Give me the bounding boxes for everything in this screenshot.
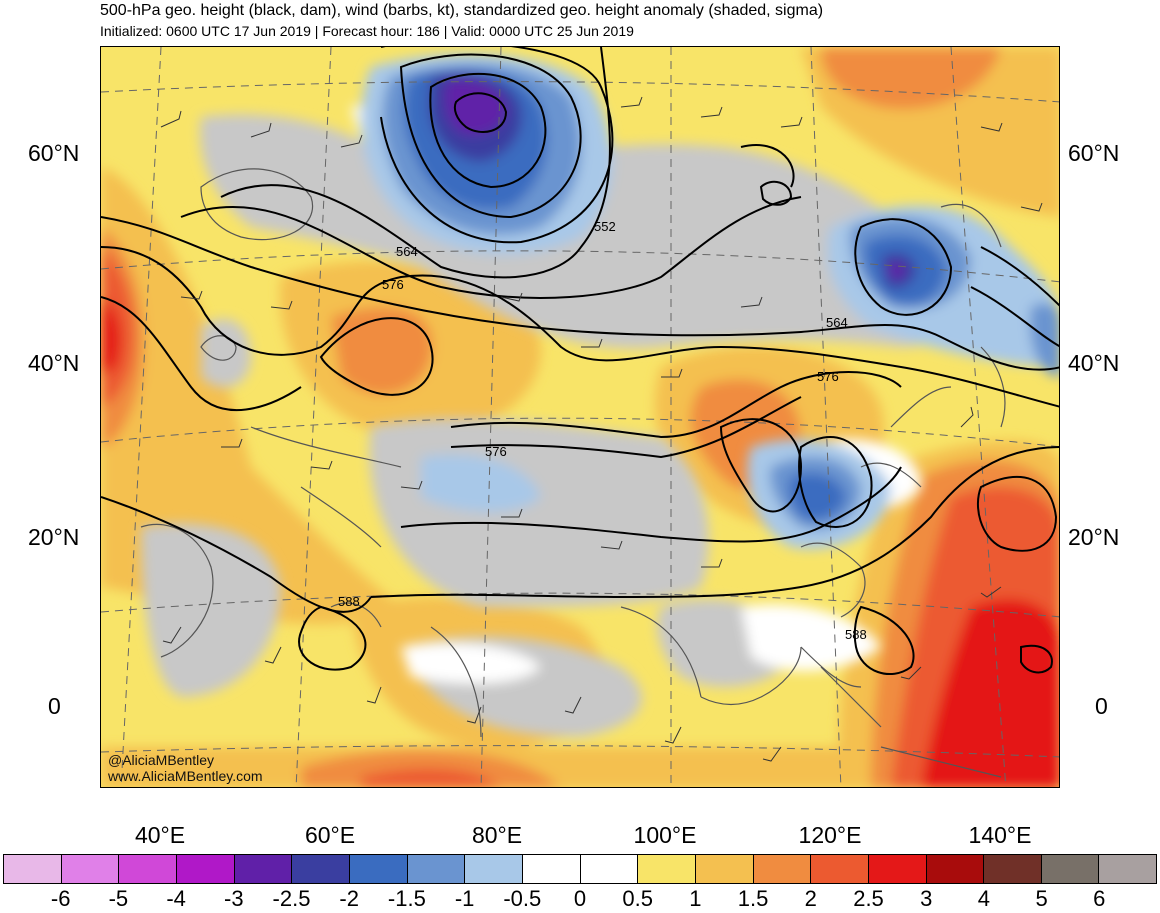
map-title: 500-hPa geo. height (black, dam), wind (…	[100, 2, 824, 19]
colorbar-swatch	[580, 855, 639, 883]
colorbar-swatch	[465, 855, 523, 883]
lon-label: 100°E	[633, 822, 697, 848]
colorbar-swatch	[176, 855, 235, 883]
contour-label: 576	[382, 277, 404, 292]
colorbar-swatch	[926, 855, 985, 883]
contour-label: 564	[826, 315, 848, 330]
height-contours	[101, 47, 1059, 676]
colorbar-tick-label: -0.5	[503, 886, 542, 911]
map-subtitle: Initialized: 0600 UTC 17 Jun 2019 | Fore…	[100, 23, 634, 39]
colorbar-swatch	[811, 855, 869, 883]
colorbar-tick-label: -6	[50, 886, 71, 911]
lon-label: 40°E	[134, 822, 186, 848]
lon-label: 120°E	[798, 822, 862, 848]
contour-label: 588	[845, 627, 867, 642]
colorbar-swatch	[868, 855, 927, 883]
lat-label-left: 20°N	[28, 524, 80, 550]
contour-label: 588	[338, 594, 360, 609]
colorbar-tick-label: 6	[1093, 886, 1106, 911]
colorbar-tick-label: 4	[977, 886, 991, 911]
colorbar-swatch	[1099, 855, 1157, 883]
graticule	[101, 47, 1059, 787]
colorbar-swatch	[753, 855, 812, 883]
lon-label: 80°E	[471, 822, 523, 848]
contour-label: 564	[396, 244, 418, 259]
lat-label-left: 0	[48, 693, 61, 719]
colorbar-tick-label: 1	[689, 886, 702, 911]
lon-label: 60°E	[304, 822, 356, 848]
colorbar-tick-label: -1.5	[387, 886, 426, 911]
lat-label-left: 60°N	[28, 140, 80, 166]
map-panel: 552 564 576 576 564 576 588 588	[100, 46, 1060, 788]
colorbar-swatch	[119, 855, 177, 883]
credit-website: www.AliciaMBentley.com	[108, 768, 263, 784]
colorbar-tick-label: -3	[224, 886, 244, 911]
colorbar-tick-label: -1	[454, 886, 475, 911]
colorbar-tick-label: 0	[573, 886, 587, 911]
colorbar-swatch	[407, 855, 466, 883]
colorbar-tick-label: -2	[339, 886, 359, 911]
colorbar-tick-label: 5	[1035, 886, 1048, 911]
contour-label: 552	[594, 219, 616, 234]
colorbar-tick-label: 2.5	[853, 886, 884, 911]
colorbar-tick-label: 1.5	[737, 886, 769, 911]
colorbar-swatch	[349, 855, 408, 883]
negative-anomaly-shading	[141, 53, 1059, 737]
colorbar-swatch	[984, 855, 1042, 883]
colorbar-tick-label: 0.5	[622, 886, 653, 911]
colorbar-swatch	[522, 855, 581, 883]
colorbar-swatch	[638, 855, 696, 883]
colorbar-tick-label: -2.5	[272, 886, 311, 911]
colorbar-swatch	[695, 855, 754, 883]
colorbar-swatch	[1041, 855, 1100, 883]
contour-label: 576	[817, 369, 839, 384]
lat-label-left: 40°N	[28, 350, 80, 376]
credit-handle: @AliciaMBentley	[108, 752, 215, 768]
colorbar-tick-label: 2	[804, 886, 817, 911]
lon-label: 140°E	[968, 822, 1032, 848]
contour-label: 576	[485, 444, 507, 459]
wind-barbs	[160, 96, 1043, 762]
colorbar-swatch	[4, 855, 62, 883]
lat-label-right: 0	[1095, 693, 1108, 719]
colorbar-tick-label: 3	[920, 886, 933, 911]
lat-label-right: 60°N	[1068, 140, 1120, 166]
lat-label-right: 20°N	[1068, 524, 1120, 550]
colorbar-tick-label: -5	[108, 886, 129, 911]
map-canvas: 552 564 576 576 564 576 588 588	[101, 47, 1059, 787]
colorbar	[3, 854, 1157, 884]
contour-label-group: 552 564 576 576 564 576 588 588	[338, 219, 867, 642]
colorbar-swatch	[234, 855, 293, 883]
lat-label-right: 40°N	[1068, 350, 1120, 376]
coastlines	[140, 168, 1006, 778]
colorbar-swatch	[292, 855, 350, 883]
colorbar-tick-label: -4	[166, 886, 186, 911]
colorbar-swatch	[61, 855, 120, 883]
